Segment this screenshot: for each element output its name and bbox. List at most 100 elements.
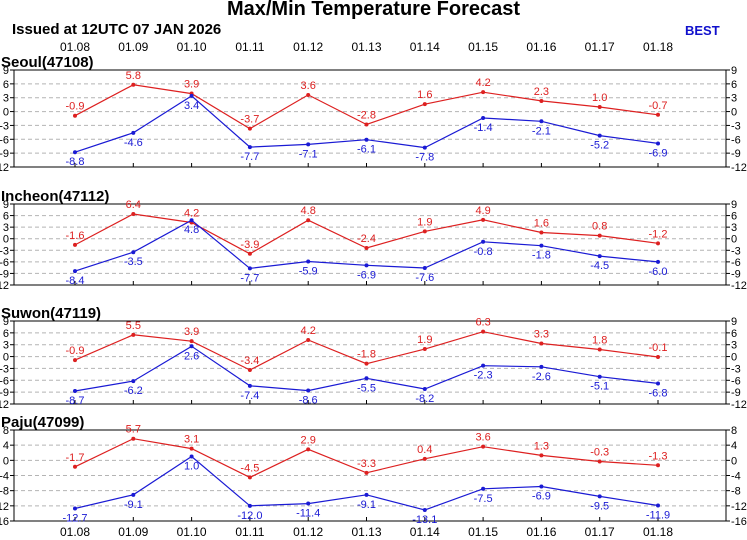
y-tick-label-right: -12 [731,280,747,292]
y-tick-label-right: 3 [731,340,737,352]
min-temp-label: -7.4 [240,390,259,402]
min-temp-label: -6.9 [532,490,551,502]
min-temp-point [422,508,427,513]
max-temp-point [306,218,311,223]
best-badge: BEST [685,23,720,38]
min-temp-label: -6.9 [649,147,668,159]
y-tick-label-left: -9 [0,387,9,399]
date-label-top: 01.11 [235,40,264,54]
min-temp-point [73,269,77,274]
min-temp-label: -5.5 [357,382,376,394]
y-tick-label-left: 9 [3,316,9,328]
min-temp-label: -8.6 [299,395,318,407]
min-temp-label: -11.9 [646,509,670,521]
max-temp-point [364,470,369,475]
max-temp-label: -1.3 [649,450,668,462]
y-tick-label-left: 3 [3,93,9,105]
y-tick-label-right: 3 [731,93,737,105]
min-temp-point [189,454,194,459]
max-temp-label: 1.6 [534,218,549,230]
min-temp-label: -9.1 [357,499,376,511]
min-temp-point [656,503,660,508]
max-temp-point [131,332,136,337]
max-temp-point [364,361,369,366]
min-temp-label: -12.7 [62,512,87,524]
y-tick-label-right: -9 [731,387,741,399]
max-temp-label: 3.3 [534,329,549,341]
min-temp-point [247,266,252,271]
max-temp-point [247,368,252,373]
date-label-bottom: 01.18 [643,525,673,539]
y-tick-label-right: 6 [731,79,737,91]
min-temp-label: -2.3 [474,370,493,382]
min-temp-point [306,142,311,147]
max-temp-point [481,329,486,334]
max-temp-point [422,456,427,461]
y-tick-label-left: -12 [0,280,9,292]
max-temp-label: 4.9 [475,205,490,217]
min-temp-point [364,376,369,381]
y-tick-label-left: 9 [3,65,9,77]
y-tick-label-left: -12 [0,162,9,174]
max-temp-point [539,453,544,458]
y-tick-label-left: 3 [3,222,9,234]
max-temp-label: 3.9 [184,79,199,91]
y-tick-label-left: -9 [0,268,9,280]
date-label-bottom: 01.12 [293,525,323,539]
min-temp-label: -1.8 [532,250,551,262]
y-tick-label-right: -3 [731,120,741,132]
max-temp-line [74,84,659,130]
y-tick-label-right: 9 [731,316,737,328]
date-label-top: 01.12 [293,40,323,54]
min-temp-point [306,388,311,393]
max-temp-point [539,341,544,346]
max-temp-label: 1.3 [534,440,549,452]
min-temp-label: -9.1 [124,499,143,511]
date-label-top: 01.18 [643,40,673,54]
y-tick-label-left: 6 [3,328,9,340]
max-temp-point [539,98,544,103]
max-temp-point [656,463,660,468]
y-tick-label-left: 0 [3,352,9,364]
max-temp-point [539,230,544,235]
max-temp-point [73,358,77,363]
max-temp-point [364,122,369,127]
y-tick-label-right: -12 [731,162,747,174]
min-temp-label: -6.8 [649,387,668,399]
max-temp-point [306,337,311,342]
station-title: Incheon(47112) [1,188,109,205]
min-temp-point [481,116,486,121]
min-temp-label: -2.1 [532,125,551,137]
min-temp-point [422,386,427,391]
min-temp-point [247,503,252,508]
max-temp-label: -1.6 [66,230,85,242]
min-temp-label: -0.8 [474,246,493,258]
max-temp-point [597,459,602,464]
max-temp-label: -0.9 [66,345,85,357]
max-temp-label: -0.9 [66,101,85,113]
max-temp-point [422,229,427,234]
min-temp-label: -5.2 [590,140,609,152]
date-label-bottom: 01.16 [526,525,556,539]
max-temp-point [597,233,602,238]
max-temp-label: 0.8 [592,221,607,233]
max-temp-point [481,444,486,449]
max-temp-point [131,82,136,87]
y-tick-label-left: 8 [3,425,9,437]
y-tick-label-right: 4 [731,440,737,452]
min-temp-label: -4.5 [590,260,609,272]
min-temp-point [306,501,311,506]
max-temp-point [247,126,252,131]
max-temp-label: -3.3 [357,458,376,470]
max-temp-label: -1.7 [66,452,85,464]
max-temp-point [364,245,369,250]
date-label-bottom: 01.09 [118,525,148,539]
y-tick-label-left: 6 [3,79,9,91]
max-temp-point [247,251,252,256]
y-tick-label-right: -16 [731,516,747,528]
min-temp-point [73,150,77,155]
y-tick-label-left: -3 [0,363,9,375]
min-temp-label: -5.1 [590,381,609,393]
min-temp-point [189,93,194,98]
min-temp-point [422,266,427,271]
